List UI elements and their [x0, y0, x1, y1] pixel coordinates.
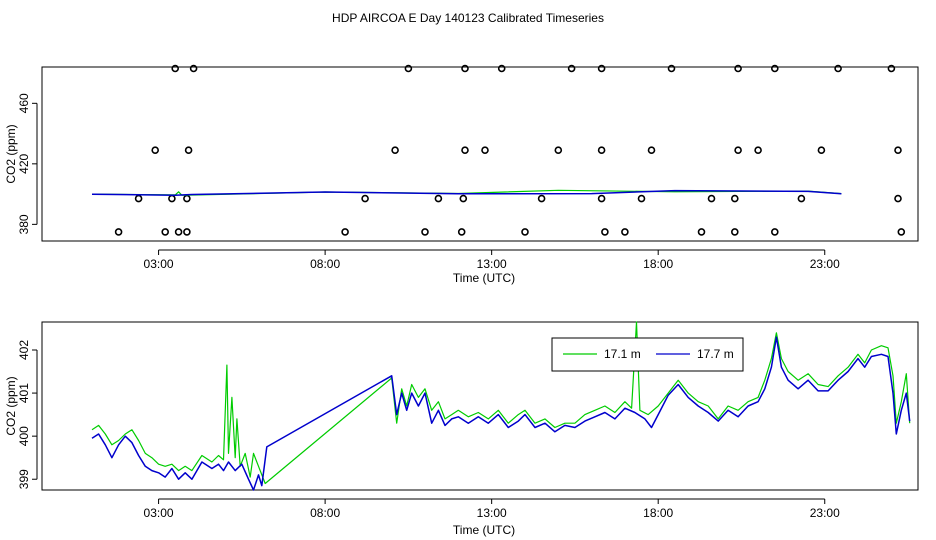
scatter-point	[834, 64, 842, 73]
scatter-point	[161, 228, 169, 236]
scatter-point	[897, 228, 906, 236]
y-tick-label: 399	[17, 469, 31, 489]
legend-label-17-7m: 17.7 m	[697, 347, 734, 361]
x-axis-label: Time (UTC)	[453, 523, 515, 537]
scatter-point	[434, 194, 443, 203]
scatter-point	[404, 64, 413, 73]
x-tick-label: 23:00	[810, 257, 840, 271]
scatter-point	[894, 146, 902, 154]
scatter-point	[597, 64, 606, 73]
scatter-point	[637, 194, 646, 203]
y-axis-label: CO2 (ppm)	[4, 124, 18, 183]
series-line-2	[91, 189, 842, 196]
scatter-point	[707, 194, 716, 203]
plot-frame	[41, 66, 919, 242]
legend: 17.1 m 17.7 m	[551, 337, 744, 372]
axes: 03:00 08:00 13:00 18:00 23:00 380 420 460	[17, 93, 840, 271]
y-axis-label: CO2 (ppm)	[4, 376, 18, 435]
scatter-point	[391, 146, 399, 154]
scatter-point	[174, 228, 183, 236]
scatter-point	[770, 64, 779, 73]
figure-title: HDP AIRCOA E Day 140123 Calibrated Times…	[332, 11, 604, 25]
y-tick-label: 400	[17, 426, 31, 446]
scatter-point	[341, 228, 349, 236]
plot-marks	[91, 64, 906, 236]
scatter-point	[734, 146, 742, 154]
y-tick-label: 402	[17, 340, 31, 360]
scatter-point	[730, 228, 739, 236]
y-tick-label: 460	[17, 93, 31, 113]
plot-marks	[91, 321, 911, 491]
x-tick-label: 03:00	[144, 506, 174, 520]
x-tick-label: 18:00	[643, 257, 673, 271]
scatter-point	[894, 194, 902, 203]
scatter-point	[730, 194, 739, 203]
scatter-point	[461, 64, 469, 73]
scatter-point	[421, 228, 429, 236]
scatter-point	[817, 146, 826, 154]
scatter-point	[521, 228, 529, 236]
scatter-point	[597, 194, 606, 203]
scatter-point	[461, 146, 469, 154]
x-tick-label: 08:00	[310, 506, 340, 520]
scatter-point	[797, 194, 806, 203]
series-line-0	[91, 321, 911, 485]
scatter-point	[770, 228, 779, 236]
scatter-point	[537, 194, 546, 203]
series-line-1	[91, 336, 911, 491]
y-tick-label: 380	[17, 214, 31, 234]
scatter-point	[183, 228, 191, 236]
y-tick-label: 420	[17, 153, 31, 173]
scatter-point	[667, 64, 676, 73]
co2-timeseries-panel: 03:00 08:00 13:00 18:00 23:00 399 400 401 402 Ti…	[4, 321, 919, 537]
scatter-point	[554, 146, 563, 154]
scatter-point	[184, 146, 193, 154]
scatter-point	[887, 64, 896, 73]
legend-label-17-1m: 17.1 m	[604, 347, 641, 361]
scatter-point	[171, 64, 179, 73]
scatter-point	[151, 146, 159, 154]
scatter-point	[647, 146, 656, 154]
scatter-point	[457, 228, 466, 236]
x-tick-label: 13:00	[477, 506, 507, 520]
x-tick-label: 13:00	[477, 257, 507, 271]
scatter-point	[189, 64, 198, 73]
scatter-point	[697, 228, 706, 236]
x-axis-label: Time (UTC)	[453, 271, 515, 285]
scatter-point	[621, 228, 629, 236]
x-tick-label: 23:00	[810, 506, 840, 520]
scatter-point	[134, 194, 143, 203]
scatter-point	[497, 64, 506, 73]
scatter-point	[481, 146, 489, 154]
plot-frame	[41, 321, 919, 491]
scatter-point	[754, 146, 762, 154]
scatter-point	[114, 228, 123, 236]
x-tick-label: 03:00	[144, 257, 174, 271]
scatter-point	[459, 194, 468, 203]
scatter-point	[361, 194, 369, 203]
scatter-point	[597, 146, 606, 154]
scatter-point	[734, 64, 742, 73]
axes: 03:00 08:00 13:00 18:00 23:00 399 400 401 402	[17, 340, 840, 520]
co2-calibration-panel: 03:00 08:00 13:00 18:00 23:00 380 420 460 Time …	[4, 64, 919, 285]
x-tick-label: 18:00	[643, 506, 673, 520]
y-tick-label: 401	[17, 383, 31, 403]
scatter-point	[567, 64, 576, 73]
scatter-point	[601, 228, 609, 236]
x-tick-label: 08:00	[310, 257, 340, 271]
